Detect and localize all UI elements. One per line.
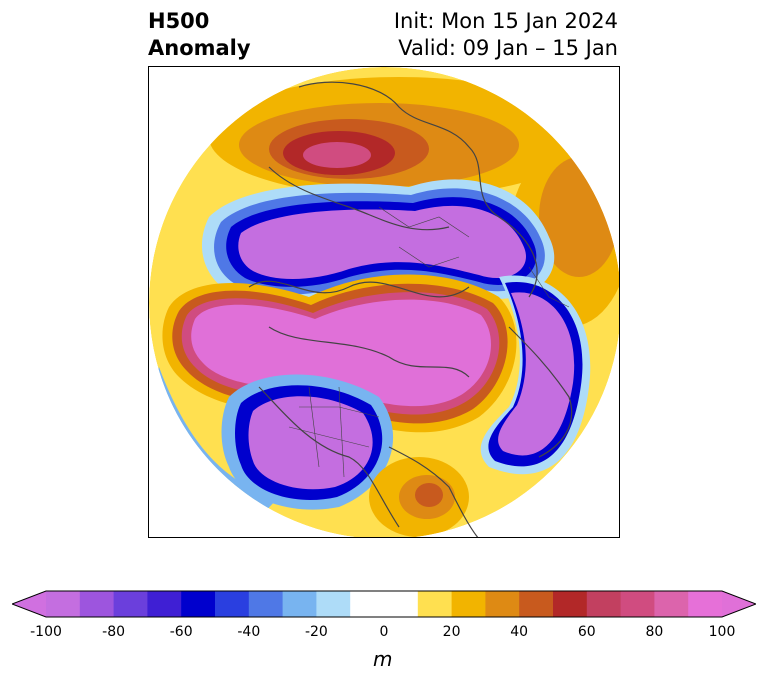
colorbar-bin bbox=[46, 591, 81, 617]
colorbar-tick-label: 40 bbox=[510, 624, 529, 640]
colorbar-tick-label: -60 bbox=[169, 624, 193, 640]
colorbar-bin bbox=[620, 591, 655, 617]
trough-southwest bbox=[248, 396, 373, 490]
colorbar-bin bbox=[485, 591, 520, 617]
colorbar-tick-label: 80 bbox=[645, 624, 664, 640]
colorbar-bin bbox=[654, 591, 689, 617]
colorbar-bin bbox=[586, 591, 622, 617]
colorbar-bin bbox=[79, 591, 115, 617]
colorbar-bin bbox=[113, 591, 148, 617]
colorbar-under-arrow bbox=[12, 591, 46, 617]
colorbar-bin bbox=[553, 591, 588, 617]
colorbar-bin bbox=[519, 591, 554, 617]
plot-title-left: H500 Anomaly bbox=[148, 8, 251, 62]
colorbar-bin bbox=[215, 591, 250, 617]
colorbar-bin bbox=[248, 591, 284, 617]
map-panel bbox=[148, 66, 620, 538]
colorbar-bin bbox=[316, 591, 351, 617]
init-time-label: Init: Mon 15 Jan 2024 bbox=[393, 9, 618, 33]
trough-north bbox=[238, 205, 526, 279]
colorbar-tick-label: -80 bbox=[102, 624, 126, 640]
colorbar-outline bbox=[12, 590, 756, 618]
colorbar-tick-label: -20 bbox=[304, 624, 328, 640]
plot-title-right: Init: Mon 15 Jan 2024 Valid: 09 Jan – 15… bbox=[394, 8, 618, 62]
colorbar-tick-label: 100 bbox=[708, 624, 736, 640]
colorbar-over-arrow bbox=[722, 591, 756, 617]
colorbar-tick-labels: -100 -80 -60 -40 -20 0 20 40 60 80 100 bbox=[0, 624, 768, 644]
variable-type-label: Anomaly bbox=[148, 36, 251, 60]
variable-label: H500 bbox=[148, 9, 210, 33]
colorbar-tick-label: 60 bbox=[577, 624, 596, 640]
colorbar-tick-label: -40 bbox=[237, 624, 261, 640]
trough-east bbox=[498, 292, 575, 456]
colorbar-bin bbox=[181, 591, 216, 617]
colorbar-unit-label: m bbox=[373, 647, 393, 671]
country-borders bbox=[288, 206, 570, 478]
colorbar-bin bbox=[451, 591, 486, 617]
colorbar-bin bbox=[688, 591, 723, 617]
anomaly-field bbox=[149, 67, 619, 537]
colorbar-bin bbox=[282, 591, 317, 617]
colorbar-tick-label: 0 bbox=[379, 624, 389, 640]
colorbar-bin bbox=[147, 591, 182, 617]
colorbar-bin bbox=[350, 591, 419, 617]
coastlines bbox=[248, 81, 573, 537]
anomaly-map bbox=[149, 67, 619, 537]
colorbar-tick-label: -100 bbox=[30, 624, 62, 640]
colorbar-tick-label: 20 bbox=[442, 624, 461, 640]
colorbar-bin bbox=[417, 591, 453, 617]
valid-period-label: Valid: 09 Jan – 15 Jan bbox=[398, 36, 618, 60]
colorbar bbox=[12, 590, 756, 618]
